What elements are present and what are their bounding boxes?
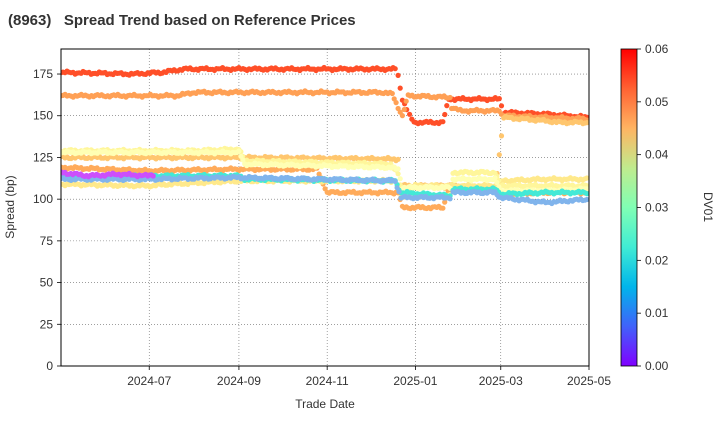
- chart-title: (8963) Spread Trend based on Reference P…: [8, 12, 356, 29]
- data-point: [393, 100, 399, 106]
- colorbar-label: DV01: [701, 192, 715, 222]
- data-point: [236, 148, 242, 154]
- data-point: [498, 103, 505, 109]
- colorbar-tick-label: 0.01: [645, 306, 669, 320]
- colorbar-tick-label: 0.00: [645, 359, 669, 373]
- data-point: [496, 152, 502, 158]
- data-point: [394, 185, 400, 191]
- data-point: [392, 66, 398, 72]
- grid-lines: [61, 49, 590, 367]
- data-point: [494, 179, 500, 186]
- colorbar-tick-label: 0.02: [645, 253, 669, 267]
- colorbar: [620, 48, 638, 367]
- data-point: [444, 103, 450, 109]
- y-tick-label: 125: [33, 150, 53, 164]
- data-point: [392, 178, 398, 184]
- data-point: [395, 72, 401, 78]
- data-series: [61, 88, 589, 123]
- data-point: [240, 157, 246, 163]
- x-tick-label: 2025-05: [567, 374, 611, 388]
- data-point: [401, 106, 407, 113]
- data-series: [61, 173, 589, 207]
- y-tick-label: 175: [33, 67, 53, 81]
- x-tick-label: 2024-07: [127, 374, 171, 388]
- colorbar-tick-label: 0.05: [645, 95, 669, 109]
- data-point: [442, 111, 448, 118]
- data-points: [61, 64, 589, 212]
- data-point: [442, 199, 448, 205]
- data-point: [389, 90, 395, 97]
- colorbar-tick-label: 0.03: [645, 201, 669, 215]
- data-point: [399, 113, 405, 119]
- data-point: [395, 166, 401, 172]
- y-tick-label: 50: [40, 276, 54, 290]
- data-point: [447, 94, 453, 101]
- data-point: [498, 133, 505, 139]
- y-tick-label: 100: [33, 192, 53, 206]
- colorbar-ticks: 0.00 0.01 0.02 0.03 0.04 0.05 0.06: [637, 42, 669, 373]
- x-tick-label: 2024-11: [306, 374, 349, 388]
- data-series: [61, 164, 589, 212]
- data-point: [407, 111, 413, 117]
- x-axis-label: Trade Date: [295, 397, 355, 411]
- x-axis-ticks: 2024-07 2024-09 2024-11 2025-01 2025-03 2025-…: [127, 366, 611, 388]
- data-point: [395, 156, 401, 162]
- data-point: [150, 173, 156, 179]
- y-tick-label: 25: [40, 317, 54, 331]
- y-tick-label: 150: [33, 109, 53, 123]
- data-point: [440, 205, 446, 211]
- data-point: [397, 85, 403, 91]
- plot-frame: [60, 48, 590, 367]
- data-point: [397, 176, 403, 182]
- data-point: [396, 189, 402, 195]
- data-point: [584, 191, 589, 197]
- data-point: [395, 171, 401, 177]
- data-point: [492, 175, 498, 181]
- colorbar-tick-label: 0.06: [645, 42, 669, 56]
- x-tick-label: 2025-03: [479, 374, 523, 388]
- colorbar-tick-label: 0.04: [645, 148, 669, 162]
- y-tick-label: 0: [46, 359, 53, 373]
- data-point: [584, 175, 589, 181]
- data-point: [496, 96, 502, 102]
- data-point: [403, 98, 409, 104]
- y-tick-label: 75: [40, 234, 54, 248]
- y-axis-label: Spread (bp): [3, 175, 17, 238]
- data-point: [584, 120, 589, 126]
- x-tick-label: 2024-09: [217, 374, 261, 388]
- data-point: [584, 186, 589, 192]
- y-axis-ticks: 0 25 50 75 100 125 150 175: [33, 67, 61, 373]
- data-point: [447, 196, 453, 202]
- data-series: [61, 169, 156, 180]
- x-tick-label: 2025-01: [393, 374, 437, 388]
- data-point: [440, 119, 446, 125]
- data-point: [584, 196, 589, 203]
